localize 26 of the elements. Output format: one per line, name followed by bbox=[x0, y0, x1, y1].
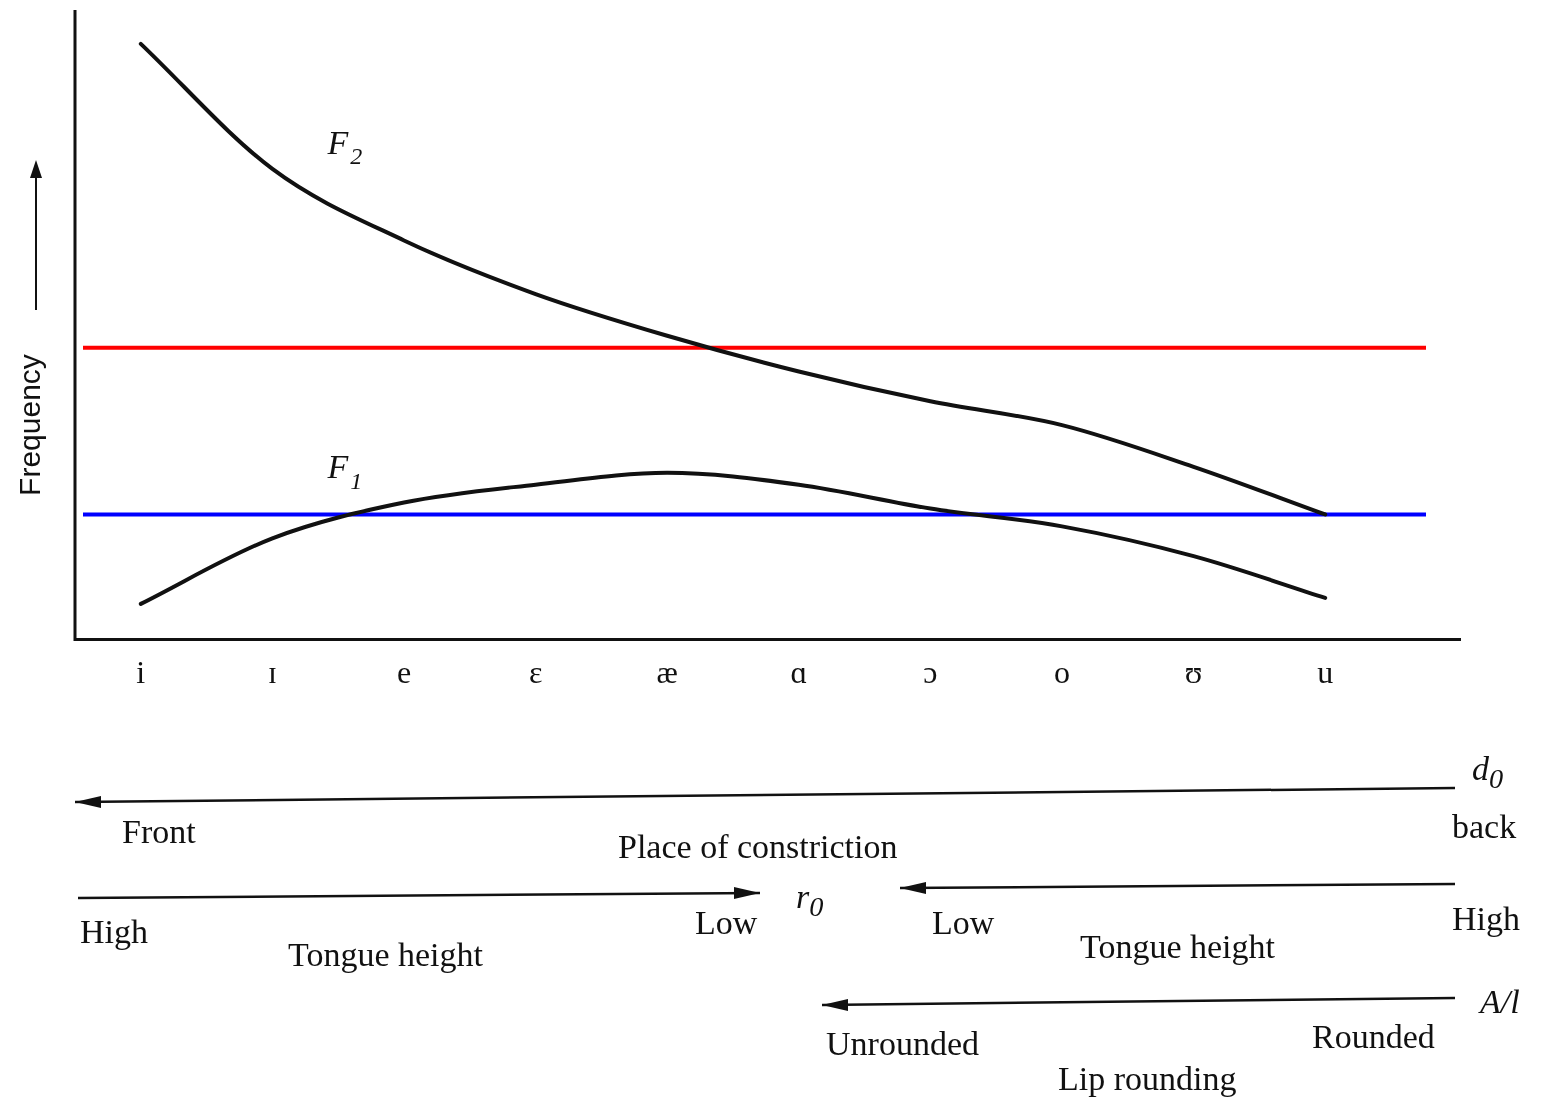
x-tick-label: ɛ bbox=[528, 654, 543, 691]
text: d$_{0}$ bbox=[1472, 750, 1504, 794]
text: High bbox=[1452, 900, 1520, 937]
x-tick-label: ʊ bbox=[1184, 654, 1203, 691]
x-tick-label: æ bbox=[656, 654, 678, 691]
x-tick-label: o bbox=[1054, 654, 1070, 691]
text: Front bbox=[122, 813, 196, 850]
text: Low bbox=[932, 904, 995, 941]
text: Low bbox=[695, 904, 758, 941]
text: High bbox=[80, 913, 148, 950]
text: A/l bbox=[1480, 983, 1520, 1020]
x-tick-label: ɑ bbox=[790, 654, 808, 691]
x-tick-label: ɔ bbox=[923, 654, 938, 691]
x-tick-label: ɪ bbox=[267, 654, 277, 691]
y-axis-title: Frequency bbox=[13, 353, 46, 498]
text: Place of constriction bbox=[618, 828, 898, 865]
text: Lip rounding bbox=[1058, 1060, 1237, 1097]
text: Tongue height bbox=[288, 936, 483, 973]
x-tick-label: i bbox=[136, 654, 146, 691]
x-tick-label: u bbox=[1317, 654, 1334, 691]
text: Tongue height bbox=[1080, 928, 1275, 965]
text: Unrounded bbox=[826, 1025, 979, 1062]
text: Rounded bbox=[1312, 1018, 1435, 1055]
text: back bbox=[1452, 808, 1517, 845]
x-tick-label: e bbox=[396, 654, 412, 691]
text: r$_{0}$ bbox=[796, 878, 824, 922]
